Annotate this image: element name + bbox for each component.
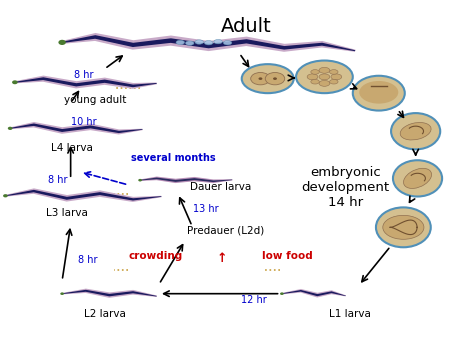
Text: Predauer (L2d): Predauer (L2d)	[187, 226, 264, 236]
Polygon shape	[62, 33, 356, 52]
Ellipse shape	[296, 60, 353, 93]
Text: Adult: Adult	[221, 17, 272, 36]
Polygon shape	[62, 290, 157, 297]
Ellipse shape	[251, 72, 270, 85]
Polygon shape	[282, 289, 346, 297]
Ellipse shape	[403, 168, 431, 189]
Ellipse shape	[400, 123, 431, 140]
Text: young adult: young adult	[64, 95, 127, 106]
Text: several months: several months	[131, 154, 216, 163]
Ellipse shape	[280, 292, 284, 295]
Ellipse shape	[242, 64, 294, 93]
Text: L3 larva: L3 larva	[46, 208, 88, 218]
Polygon shape	[10, 122, 143, 134]
Ellipse shape	[307, 74, 318, 80]
Ellipse shape	[331, 74, 342, 80]
Text: crowding: crowding	[128, 251, 182, 261]
Ellipse shape	[138, 179, 142, 182]
Ellipse shape	[319, 74, 330, 80]
Ellipse shape	[258, 78, 263, 80]
Ellipse shape	[60, 292, 64, 295]
Polygon shape	[15, 76, 157, 89]
Polygon shape	[62, 35, 356, 51]
Ellipse shape	[311, 79, 319, 84]
Ellipse shape	[176, 40, 184, 44]
Ellipse shape	[319, 80, 330, 86]
Text: embryonic
development
14 hr: embryonic development 14 hr	[301, 166, 390, 209]
Text: low food: low food	[262, 251, 312, 261]
Text: 8 hr: 8 hr	[73, 70, 93, 80]
Polygon shape	[5, 190, 162, 201]
Text: Dauer larva: Dauer larva	[190, 182, 251, 193]
Text: 8 hr: 8 hr	[48, 175, 67, 185]
Polygon shape	[5, 188, 162, 202]
Ellipse shape	[359, 81, 398, 104]
Text: L1 larva: L1 larva	[329, 309, 371, 319]
Polygon shape	[10, 123, 143, 133]
Text: 10 hr: 10 hr	[71, 117, 96, 127]
Text: L2 larva: L2 larva	[84, 309, 126, 319]
Ellipse shape	[329, 79, 338, 84]
Polygon shape	[140, 177, 232, 183]
Ellipse shape	[391, 113, 440, 149]
Text: ↑: ↑	[216, 252, 227, 265]
Ellipse shape	[376, 207, 431, 247]
Ellipse shape	[265, 72, 285, 85]
Polygon shape	[15, 77, 157, 87]
Ellipse shape	[58, 40, 66, 45]
Ellipse shape	[273, 78, 277, 80]
Polygon shape	[62, 289, 157, 298]
Polygon shape	[282, 290, 346, 296]
Ellipse shape	[353, 76, 405, 111]
Ellipse shape	[319, 67, 330, 73]
Ellipse shape	[329, 70, 338, 74]
Ellipse shape	[12, 80, 18, 84]
Ellipse shape	[223, 40, 232, 45]
Text: 12 hr: 12 hr	[241, 295, 266, 305]
Ellipse shape	[195, 40, 203, 44]
Ellipse shape	[204, 40, 213, 45]
Text: 13 hr: 13 hr	[193, 204, 219, 214]
Text: 8 hr: 8 hr	[78, 255, 98, 265]
Ellipse shape	[311, 70, 319, 74]
Ellipse shape	[383, 215, 424, 239]
Ellipse shape	[393, 160, 442, 197]
Text: L4 larva: L4 larva	[51, 143, 92, 153]
Ellipse shape	[8, 127, 12, 130]
Ellipse shape	[185, 41, 194, 45]
Polygon shape	[140, 178, 232, 182]
Ellipse shape	[3, 194, 8, 197]
Ellipse shape	[214, 39, 222, 44]
